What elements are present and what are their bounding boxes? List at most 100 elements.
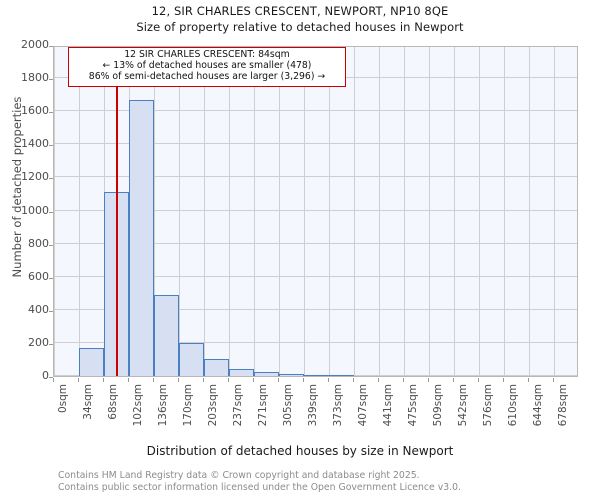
gridline-vertical xyxy=(79,47,81,376)
y-axis-tick-label: 1000 xyxy=(21,203,49,217)
gridline-vertical xyxy=(453,47,455,376)
histogram-bar xyxy=(228,369,254,376)
x-axis-tick-mark xyxy=(452,378,454,382)
y-axis-tick-mark xyxy=(49,211,53,213)
x-axis-tick-mark xyxy=(552,378,554,382)
gridline-horizontal xyxy=(54,341,577,343)
x-axis-tick-label: 576sqm xyxy=(481,384,494,427)
gridline-vertical xyxy=(379,47,381,376)
annotation-box: 12 SIR CHARLES CRESCENT: 84sqm ← 13% of … xyxy=(68,47,346,87)
footer-line-1: Contains HM Land Registry data © Crown c… xyxy=(58,470,420,481)
x-axis-tick-mark xyxy=(353,378,355,382)
x-axis-tick-label: 0sqm xyxy=(57,384,69,414)
gridline-vertical xyxy=(553,47,555,376)
histogram-bar xyxy=(303,374,330,376)
x-axis-tick-mark xyxy=(403,378,405,382)
histogram-bar xyxy=(79,347,105,376)
gridline-horizontal xyxy=(54,308,577,310)
y-axis-tick-mark xyxy=(49,310,53,312)
x-axis-tick-mark xyxy=(527,378,529,382)
x-axis-tick-label: 203sqm xyxy=(206,384,219,427)
x-axis-tick-label: 305sqm xyxy=(281,384,294,427)
x-axis-tick-label: 68sqm xyxy=(107,384,120,420)
y-axis-tick-mark xyxy=(49,46,53,47)
x-axis-tick-label: 678sqm xyxy=(556,384,569,427)
gridline-horizontal xyxy=(54,209,577,211)
y-axis-tick-mark xyxy=(49,178,53,180)
x-axis-tick-label: 644sqm xyxy=(531,384,544,427)
histogram-bar xyxy=(179,342,205,376)
chart-subtitle: Size of property relative to detached ho… xyxy=(136,20,464,34)
x-axis-tick-mark xyxy=(428,378,430,382)
x-axis-tick-mark xyxy=(227,378,229,382)
histogram-bar xyxy=(154,294,180,376)
x-axis-tick-mark xyxy=(202,378,204,382)
x-axis-tick-mark xyxy=(78,378,80,382)
x-axis-tick-label: 34sqm xyxy=(82,384,95,420)
y-axis-ticks: 0 200 400 600 800 1000 1200 1400 1600 1800 2000 xyxy=(0,0,49,500)
x-axis-tick-label: 509sqm xyxy=(432,384,445,427)
y-axis-tick-mark xyxy=(49,377,53,378)
gridline-horizontal xyxy=(54,143,577,145)
x-axis-tick-mark xyxy=(477,378,479,382)
gridline-horizontal xyxy=(54,176,577,178)
x-axis-tick-label: 407sqm xyxy=(357,384,370,427)
gridline-vertical xyxy=(154,47,156,376)
x-axis-tick-label: 237sqm xyxy=(231,384,244,427)
y-axis-tick-mark xyxy=(49,145,53,147)
y-axis-tick-label: 800 xyxy=(28,236,49,250)
gridline-horizontal xyxy=(54,275,577,277)
gridline-vertical xyxy=(354,47,356,376)
y-axis-tick-label: 1400 xyxy=(21,137,49,151)
histogram-bar xyxy=(203,359,229,376)
plot-area xyxy=(53,46,578,377)
x-axis-tick-mark xyxy=(328,378,330,382)
x-axis-tick-mark xyxy=(302,378,304,382)
gridline-vertical xyxy=(179,47,181,376)
y-axis-tick-label: 1800 xyxy=(21,71,49,85)
gridline-vertical xyxy=(54,47,55,376)
histogram-bar xyxy=(329,375,355,376)
x-axis-tick-label: 475sqm xyxy=(407,384,420,427)
footer-attribution: Contains HM Land Registry data © Crown c… xyxy=(58,470,461,494)
x-axis-tick-mark xyxy=(178,378,180,382)
gridline-horizontal xyxy=(54,242,577,244)
y-axis-tick-label: 400 xyxy=(28,302,49,316)
y-axis-tick-label: 1600 xyxy=(21,104,49,118)
y-axis-tick-label: 0 xyxy=(42,369,49,382)
gridline-vertical xyxy=(429,47,431,376)
x-axis-tick-label: 170sqm xyxy=(182,384,195,427)
x-axis-tick-label: 441sqm xyxy=(382,384,395,427)
y-axis-tick-label: 2000 xyxy=(21,38,49,51)
gridline-vertical xyxy=(503,47,505,376)
y-axis-tick-mark xyxy=(49,343,53,345)
gridline-vertical xyxy=(278,47,280,376)
x-axis-tick-label: 542sqm xyxy=(456,384,469,427)
x-axis-tick-label: 271sqm xyxy=(256,384,269,427)
gridline-vertical xyxy=(528,47,530,376)
x-axis-tick-mark xyxy=(378,378,380,382)
annotation-line-3: 86% of semi-detached houses are larger (… xyxy=(88,70,326,82)
gridline-vertical xyxy=(228,47,230,376)
x-axis-tick-mark xyxy=(153,378,155,382)
chart-title: 12, SIR CHARLES CRESCENT, NEWPORT, NP10 … xyxy=(151,4,449,18)
x-axis-tick-label: 136sqm xyxy=(157,384,170,427)
y-axis-tick-mark xyxy=(49,79,53,81)
gridline-horizontal xyxy=(54,110,577,112)
annotation-line-1: 12 SIR CHARLES CRESCENT: 84sqm xyxy=(124,49,290,60)
property-marker-line xyxy=(115,47,118,376)
y-axis-tick-label: 600 xyxy=(28,269,49,283)
x-axis-tick-mark xyxy=(277,378,279,382)
y-axis-label: Number of detached properties xyxy=(10,96,24,278)
histogram-bar xyxy=(253,372,279,376)
histogram-bar xyxy=(278,373,304,376)
x-axis-tick-label: 339sqm xyxy=(306,384,319,427)
gridline-vertical xyxy=(253,47,255,376)
y-axis-tick-mark xyxy=(49,277,53,279)
gridline-vertical xyxy=(404,47,406,376)
y-axis-tick-label: 200 xyxy=(28,335,49,349)
y-axis-tick-mark xyxy=(49,244,53,246)
gridline-vertical xyxy=(303,47,305,376)
gridline-vertical xyxy=(329,47,331,376)
histogram-bar xyxy=(129,100,155,376)
